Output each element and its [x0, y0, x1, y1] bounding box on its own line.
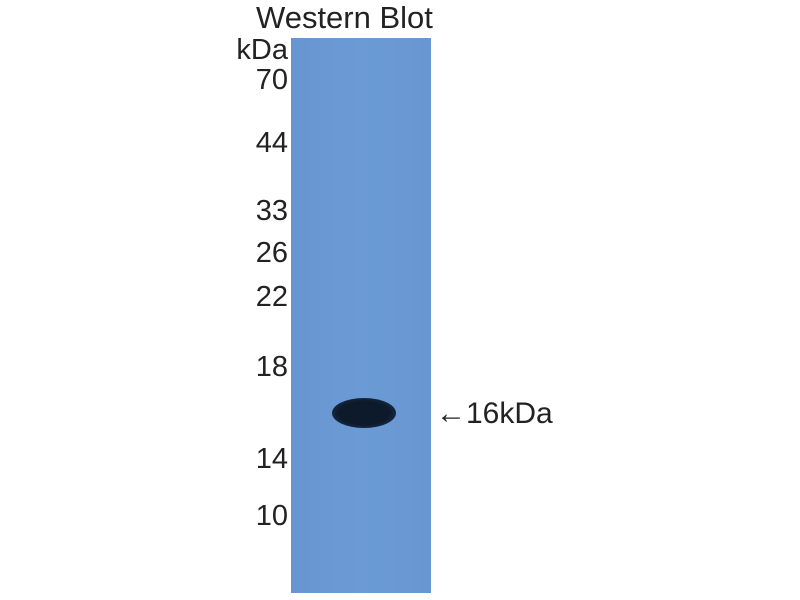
marker-10: 10 [255, 500, 288, 532]
marker-22: 22 [255, 281, 288, 313]
marker-33: 33 [255, 195, 288, 227]
protein-band [332, 398, 396, 428]
blot-lane [291, 38, 431, 593]
marker-44: 44 [255, 127, 288, 159]
marker-18: 18 [255, 351, 288, 383]
marker-70: 70 [255, 64, 288, 96]
figure-title: Western Blot [256, 0, 433, 35]
marker-14: 14 [255, 443, 288, 475]
unit-label: kDa [236, 34, 288, 66]
marker-26: 26 [255, 237, 288, 269]
band-size-label: ←16kDa [436, 397, 553, 430]
